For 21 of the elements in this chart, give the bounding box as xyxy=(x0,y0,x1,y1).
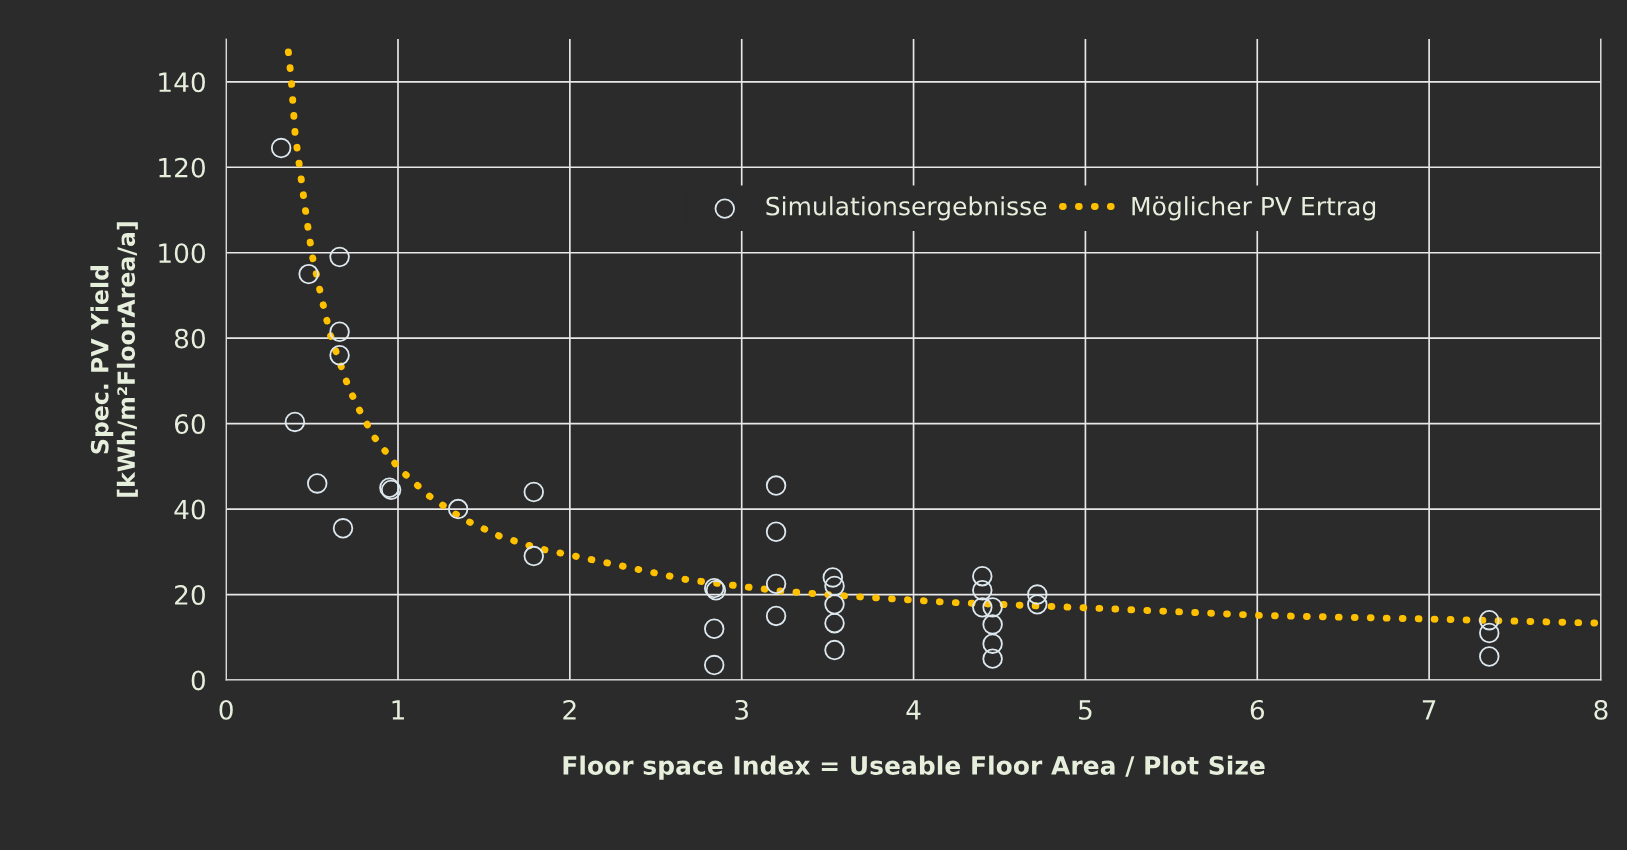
x-axis-title: Floor space Index = Useable Floor Area / Plot Size xyxy=(563,755,1265,780)
y-tick-label: 120 xyxy=(159,157,205,178)
y-tick-label: 0 xyxy=(191,670,205,691)
x-tick-label: 5 xyxy=(1079,700,1092,720)
x-tick-label: 6 xyxy=(1250,699,1264,720)
x-tick-label: 7 xyxy=(1422,700,1436,720)
y-tick-label: 140 xyxy=(159,72,205,93)
x-tick-label: 4 xyxy=(906,700,921,720)
x-tick-label: 8 xyxy=(1594,699,1608,720)
x-tick-label: 2 xyxy=(563,699,576,720)
y-tick-label: 20 xyxy=(175,584,205,605)
x-tick-label: 0 xyxy=(219,699,233,720)
y-tick-label: 40 xyxy=(174,499,205,520)
y-tick-label: 60 xyxy=(174,414,205,435)
y-tick-label: 80 xyxy=(174,328,205,349)
y-axis-title: Spec. PV Yield [kWh/m²FloorArea/a] xyxy=(90,222,138,497)
y-tick-label: 100 xyxy=(159,243,205,264)
legend-label: Simulationsergebnisse xyxy=(766,196,1047,221)
x-tick-label: 1 xyxy=(392,700,404,720)
x-tick-label: 3 xyxy=(735,699,748,720)
legend-label: Möglicher PV Ertrag xyxy=(1132,196,1376,221)
